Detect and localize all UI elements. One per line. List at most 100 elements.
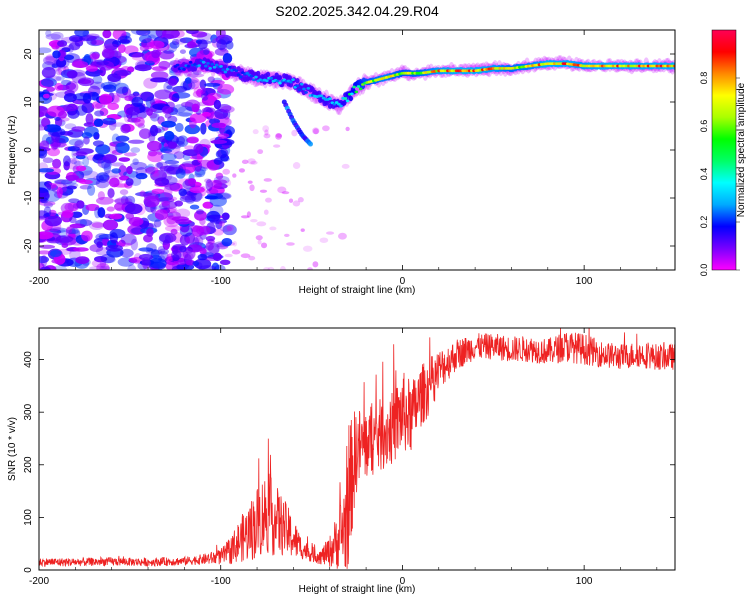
ridge-core [269,76,274,80]
noise-blob [114,69,132,76]
noise-blob [139,190,146,197]
ridge-core [289,80,293,84]
noise-blob [196,88,204,98]
noise-blob [214,193,231,200]
ridge-core [236,73,241,77]
noise-blob [222,224,237,236]
noise-blob [101,159,112,170]
ridge-core [212,65,217,69]
noise-blob [345,126,350,132]
x-tick-label: 0 [400,276,406,287]
noise-blob [57,110,68,119]
noise-blob [42,93,50,99]
spectrogram-y-ticks: -20 -10 0 10 20 [23,48,675,253]
noise-blob [219,225,232,232]
noise-blob [115,135,130,142]
noise-blob [118,44,126,54]
ridge-outer [192,66,198,72]
ridge-core [291,78,295,82]
noise-blob [275,133,282,140]
noise-blob [201,111,211,117]
ridge-core [672,64,675,68]
noise-blob [158,248,170,255]
noise-blob [171,38,180,46]
noise-blob [126,166,133,175]
noise-blob [338,232,347,240]
noise-blob [194,210,207,221]
noise-blob [86,33,100,39]
noise-blob [166,215,177,225]
noise-blob [103,256,116,264]
noise-blob [175,122,184,133]
noise-blob [50,31,64,41]
noise-blob [102,117,117,125]
snr-y-label: SNR (10 * v/v) [7,417,18,481]
noise-blob [48,209,57,216]
noise-blob [146,228,154,237]
ridge-core [275,79,280,83]
noise-blob [169,182,183,192]
y-tick-label: 0 [23,147,34,153]
noise-blob [259,189,268,193]
noise-blob [50,139,58,151]
noise-blob [107,73,122,83]
noise-blob [158,60,171,70]
noise-blob [92,140,105,147]
ridge-core [345,99,350,103]
ridge-core [223,70,228,74]
noise-blob [57,40,68,47]
noise-blob [118,157,131,162]
noise-blob [131,52,149,61]
noise-blob [75,105,88,116]
colorbar-frame [711,29,737,271]
noise-blob [39,244,56,249]
noise-blob [204,82,221,87]
noise-blob [145,166,159,175]
noise-blob [209,218,227,224]
noise-blob [161,176,178,186]
noise-blob [190,190,202,203]
spectrogram-y-label: Frequency (Hz) [7,116,18,185]
noise-blob [191,103,200,113]
noise-blob [180,80,196,91]
noise-blob [106,206,115,212]
noise-blob [119,189,129,195]
noise-blob [95,196,114,205]
noise-blob [75,165,87,172]
y-tick-label: 400 [23,351,34,368]
noise-blob [194,165,206,176]
colorbar-gradient [712,30,736,270]
noise-blob [161,105,172,115]
noise-blob [96,241,103,249]
snr-frame [38,327,676,571]
noise-blob [66,70,78,79]
noise-blob [222,168,231,175]
noise-blob [69,223,86,229]
noise-blob [118,239,126,247]
noise-blob [200,122,207,135]
noise-blob [163,164,181,176]
x-tick-label: 0 [400,576,406,587]
noise-blob [220,105,235,114]
ridge-core [182,68,186,71]
ridge-core [208,66,212,70]
noise-blob [169,41,180,49]
noise-blob [247,158,256,165]
ridge-core [350,92,354,96]
ridge-core [354,90,359,94]
colorbar-tick-label: 0.4 [699,168,709,181]
noise-blob [154,89,172,100]
noise-blob [172,85,188,93]
noise-blob [79,218,88,227]
noise-blob [113,202,125,211]
ridge-core [228,65,232,69]
noise-blob [192,260,200,267]
noise-blob [108,143,118,154]
noise-blob [82,155,90,167]
ridge-outer [295,78,300,84]
noise-blob [115,142,130,154]
ridge-core [219,64,223,68]
noise-blob [41,265,51,270]
